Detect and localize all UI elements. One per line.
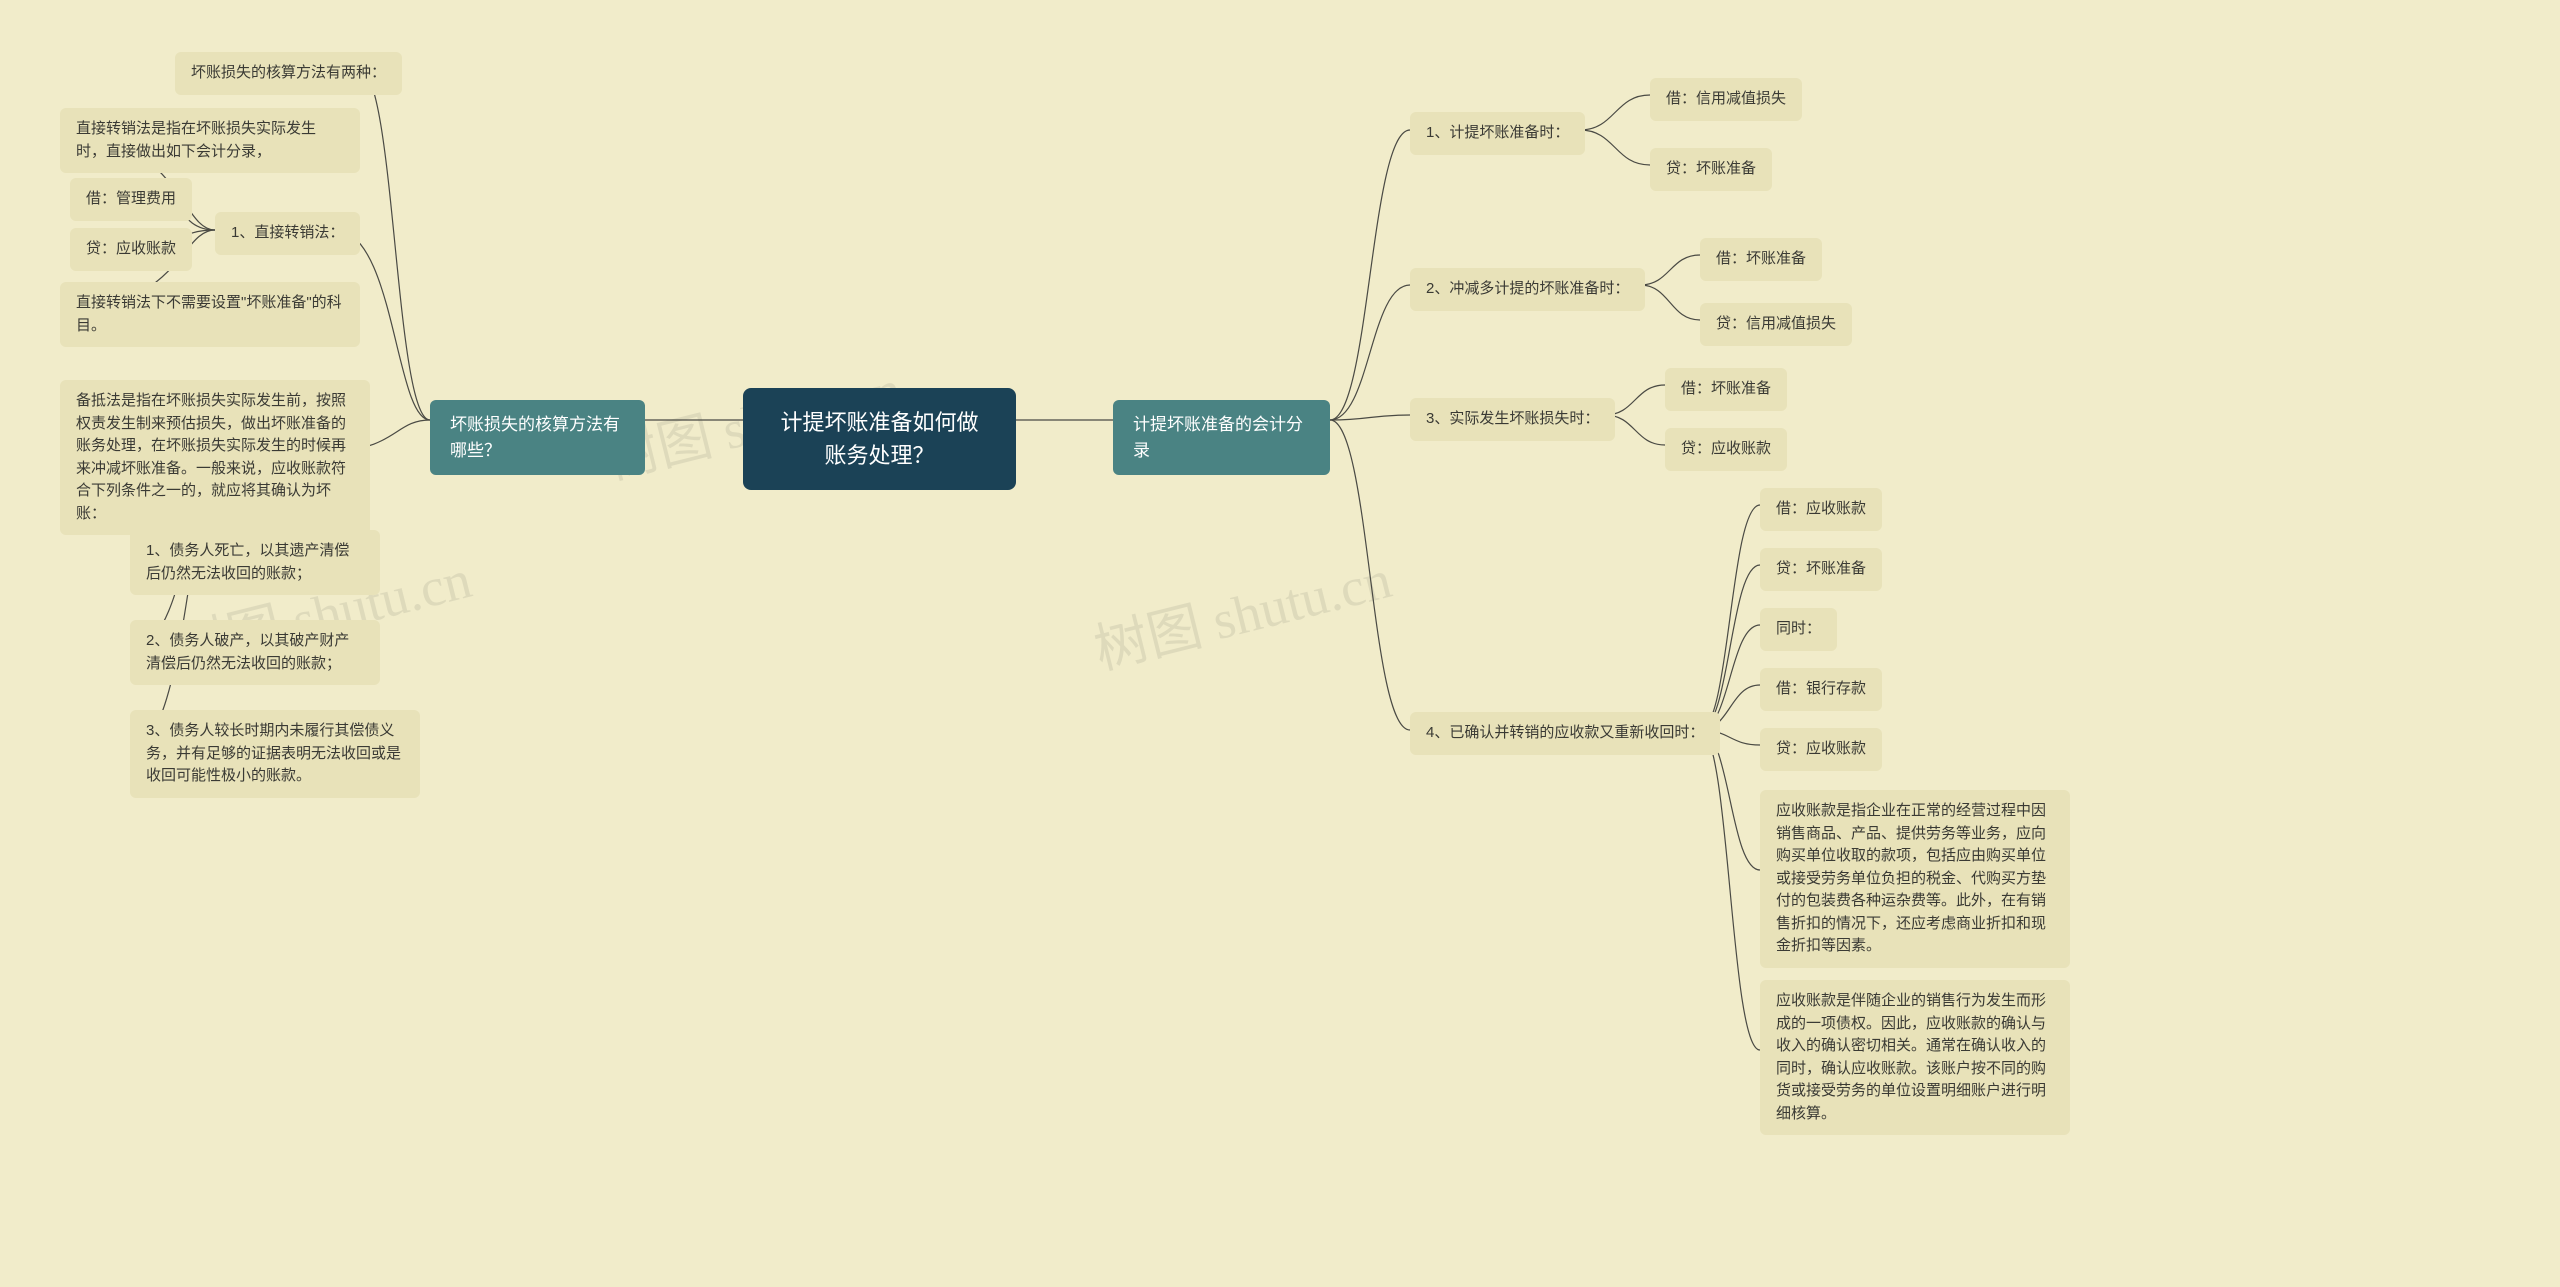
right-r4-c3: 同时： xyxy=(1760,608,1837,651)
right-r2-c2: 贷：信用减值损失 xyxy=(1700,303,1852,346)
right-r2-title: 2、冲减多计提的坏账准备时： xyxy=(1410,268,1645,311)
connector-layer xyxy=(0,0,2560,1287)
left-branch: 坏账损失的核算方法有哪些？ xyxy=(430,400,645,475)
left-m1-c3: 贷：应收账款 xyxy=(70,228,192,271)
right-r1-c2: 贷：坏账准备 xyxy=(1650,148,1772,191)
watermark-right: 树图 shutu.cn xyxy=(1085,535,1398,685)
right-r4-c4: 借：银行存款 xyxy=(1760,668,1882,711)
left-m2-c2: 1、债务人死亡，以其遗产清偿后仍然无法收回的账款； xyxy=(130,530,380,595)
right-r3-c1: 借：坏账准备 xyxy=(1665,368,1787,411)
right-r3-c2: 贷：应收账款 xyxy=(1665,428,1787,471)
right-r1-title: 1、计提坏账准备时： xyxy=(1410,112,1585,155)
left-m1-c2: 借：管理费用 xyxy=(70,178,192,221)
right-r4-c2: 贷：坏账准备 xyxy=(1760,548,1882,591)
left-m1-title: 1、直接转销法： xyxy=(215,212,360,255)
right-branch: 计提坏账准备的会计分录 xyxy=(1113,400,1330,475)
left-m1-c4: 直接转销法下不需要设置"坏账准备"的科目。 xyxy=(60,282,360,347)
right-r2-c1: 借：坏账准备 xyxy=(1700,238,1822,281)
left-m2-c3: 2、债务人破产，以其破产财产清偿后仍然无法收回的账款； xyxy=(130,620,380,685)
root-node: 计提坏账准备如何做账务处理？ xyxy=(743,388,1016,490)
right-r3-title: 3、实际发生坏账损失时： xyxy=(1410,398,1615,441)
left-m1-c1: 直接转销法是指在坏账损失实际发生时，直接做出如下会计分录， xyxy=(60,108,360,173)
left-m2-c4: 3、债务人较长时期内未履行其偿债义务，并有足够的证据表明无法收回或是收回可能性极… xyxy=(130,710,420,798)
right-r1-c1: 借：信用减值损失 xyxy=(1650,78,1802,121)
right-r4-c1: 借：应收账款 xyxy=(1760,488,1882,531)
right-r4-c6: 应收账款是指企业在正常的经营过程中因销售商品、产品、提供劳务等业务，应向购买单位… xyxy=(1760,790,2070,968)
right-r4-title: 4、已确认并转销的应收款又重新收回时： xyxy=(1410,712,1720,755)
right-r4-c5: 贷：应收账款 xyxy=(1760,728,1882,771)
left-intro: 坏账损失的核算方法有两种： xyxy=(175,52,402,95)
right-r4-c7: 应收账款是伴随企业的销售行为发生而形成的一项债权。因此，应收账款的确认与收入的确… xyxy=(1760,980,2070,1135)
left-m2-c1: 备抵法是指在坏账损失实际发生前，按照权责发生制来预估损失，做出坏账准备的账务处理… xyxy=(60,380,370,535)
